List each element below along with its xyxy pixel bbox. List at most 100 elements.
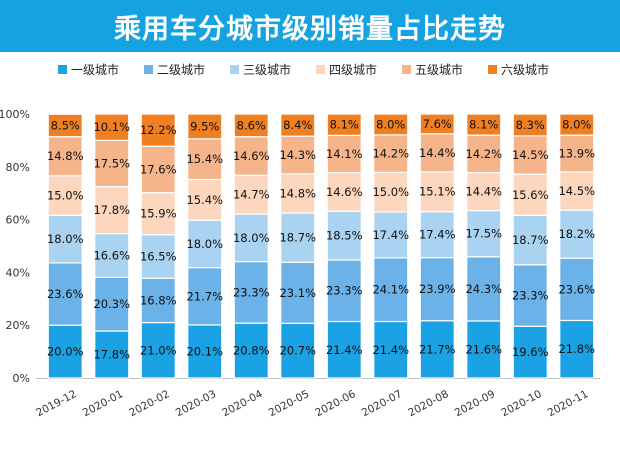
data-label: 8.5% [51, 118, 80, 132]
bar-segment [419, 257, 455, 322]
bar-segment [47, 262, 83, 326]
data-label: 20.7% [279, 344, 316, 358]
y-tick-label: 0% [13, 372, 30, 385]
data-label: 14.6% [326, 185, 363, 199]
legend-swatch [230, 65, 239, 74]
data-label: 14.5% [558, 184, 595, 198]
data-label: 21.7% [419, 342, 456, 356]
data-label: 21.6% [465, 342, 502, 356]
bar-segment [47, 113, 83, 138]
data-label: 16.6% [93, 249, 130, 263]
data-label: 14.3% [279, 148, 316, 162]
data-label: 8.0% [376, 117, 405, 131]
data-label: 21.0% [140, 343, 177, 357]
bar-segment [326, 259, 362, 323]
legend-label: 一级城市 [71, 62, 119, 77]
bar-segment [187, 267, 223, 326]
data-label: 14.6% [233, 149, 270, 163]
bar-segment [233, 113, 269, 138]
bar-segment [466, 172, 502, 212]
bar-segment [140, 113, 176, 147]
bar-segment [512, 113, 548, 137]
x-tick-label: 2020-03 [174, 388, 218, 419]
data-label: 12.2% [140, 123, 177, 137]
data-label: 21.7% [186, 289, 223, 303]
data-label: 20.3% [93, 297, 130, 311]
data-label: 20.8% [233, 344, 270, 358]
title-bar: 乘用车分城市级别销量占比走势 [0, 0, 620, 52]
data-label: 18.0% [47, 232, 84, 246]
bar-segment [233, 174, 269, 215]
y-tick-label: 60% [6, 214, 30, 227]
x-tick-label: 2020-05 [267, 388, 311, 419]
data-label: 21.8% [558, 342, 595, 356]
bar-segment [326, 320, 362, 379]
data-label: 14.8% [47, 149, 84, 163]
data-label: 23.3% [512, 289, 549, 303]
bar-segment [187, 113, 223, 140]
data-label: 23.3% [326, 284, 363, 298]
bar-segment [47, 175, 83, 216]
chart-title: 乘用车分城市级别销量占比走势 [114, 13, 506, 45]
data-label: 17.5% [465, 227, 502, 241]
data-label: 7.6% [423, 117, 452, 131]
bar-segment [94, 232, 130, 279]
data-label: 9.5% [190, 119, 219, 133]
bar-segment [280, 261, 316, 324]
bar-segment [94, 113, 130, 141]
bar-segment [512, 325, 548, 379]
data-label: 15.0% [372, 185, 409, 199]
data-label: 14.1% [326, 147, 363, 161]
data-label: 18.7% [279, 231, 316, 245]
bar-segment [559, 257, 595, 322]
legend-swatch [58, 65, 67, 74]
data-label: 18.5% [326, 229, 363, 243]
data-label: 19.6% [512, 345, 549, 359]
legend-swatch [402, 65, 411, 74]
bar-segment [559, 113, 595, 136]
data-label: 23.6% [47, 287, 84, 301]
x-tick-label: 2020-01 [81, 388, 125, 419]
bar-segment [187, 178, 223, 221]
legend-label: 二级城市 [157, 62, 205, 77]
data-label: 18.2% [558, 227, 595, 241]
legend-swatch [144, 65, 153, 74]
bar-segment [559, 319, 595, 379]
bar-segment [419, 171, 455, 213]
data-label: 17.8% [93, 348, 130, 362]
data-label: 15.6% [512, 188, 549, 202]
bar-segment [466, 320, 502, 379]
bar-segment [466, 210, 502, 258]
bar-segment [466, 256, 502, 322]
data-label: 14.2% [372, 147, 409, 161]
bar-segment [466, 113, 502, 136]
data-label: 14.5% [512, 148, 549, 162]
bar-segment [94, 186, 130, 235]
data-label: 23.3% [233, 285, 270, 299]
y-tick-label: 100% [0, 108, 30, 121]
bar-segment [419, 320, 455, 379]
legend-label: 六级城市 [501, 62, 549, 77]
data-label: 13.9% [558, 146, 595, 160]
bar-segment [512, 214, 548, 266]
data-label: 10.1% [93, 120, 130, 134]
data-label: 15.1% [419, 185, 456, 199]
data-label: 8.4% [283, 118, 312, 132]
bar-segment [326, 172, 362, 212]
data-label: 16.5% [140, 249, 177, 263]
bar-segment [419, 113, 455, 135]
bar-segment [187, 138, 223, 181]
data-label: 24.1% [372, 283, 409, 297]
bar-segment [140, 321, 176, 379]
data-label: 16.8% [140, 293, 177, 307]
data-label: 17.6% [140, 162, 177, 176]
data-label: 20.1% [186, 344, 223, 358]
legend-swatch [488, 65, 497, 74]
data-label: 15.9% [140, 207, 177, 221]
legend-label: 五级城市 [415, 62, 463, 77]
data-label: 17.5% [93, 157, 130, 171]
data-label: 17.8% [93, 203, 130, 217]
bar-segment [326, 113, 362, 136]
bar-segment [233, 322, 269, 379]
bar-segment [47, 136, 83, 177]
